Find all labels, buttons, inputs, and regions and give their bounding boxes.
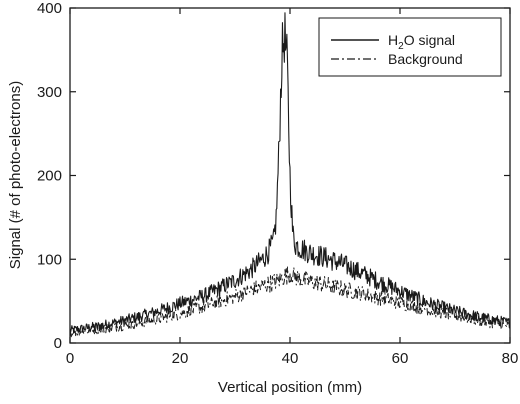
- x-tick-label: 80: [502, 350, 519, 367]
- y-tick-label: 100: [37, 251, 62, 268]
- y-tick-label: 400: [37, 0, 62, 17]
- x-tick-label: 20: [172, 350, 189, 367]
- axis-ticks: [69, 7, 511, 344]
- x-tick-label: 60: [392, 350, 409, 367]
- x-tick-label: 40: [282, 350, 299, 367]
- legend-box: [318, 17, 502, 77]
- legend-label-h2o: H2O signal: [388, 32, 455, 52]
- legend: H2O signal Background: [318, 17, 502, 77]
- x-tick-label: 0: [66, 350, 74, 367]
- series-layer: [69, 12, 511, 338]
- series-line-background: [69, 266, 511, 338]
- legend-label-background: Background: [388, 51, 463, 67]
- y-tick-label: 0: [54, 335, 62, 352]
- y-axis-label: Signal (# of photo-electrons): [7, 81, 24, 269]
- y-tick-label: 300: [37, 84, 62, 101]
- x-axis-label: Vertical position (mm): [218, 379, 362, 396]
- tick-labels: 0 20 40 60 80 0 100 200 300 400: [37, 0, 518, 367]
- y-tick-label: 200: [37, 168, 62, 185]
